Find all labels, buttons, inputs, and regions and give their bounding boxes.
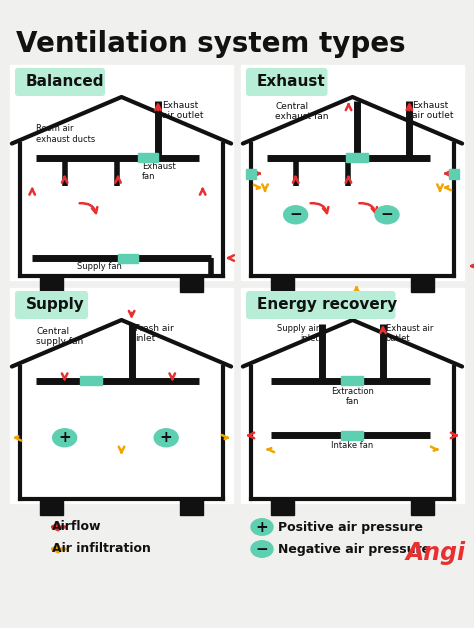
Text: +: + — [160, 430, 173, 445]
Bar — [271, 276, 293, 292]
Bar — [80, 376, 102, 385]
Text: Central
exhaust fan: Central exhaust fan — [275, 102, 329, 121]
Bar — [138, 153, 158, 162]
Ellipse shape — [375, 206, 399, 224]
Bar — [181, 499, 203, 515]
Bar — [40, 499, 63, 515]
Text: Air infiltration: Air infiltration — [52, 543, 151, 556]
Text: Central
supply fan: Central supply fan — [36, 327, 83, 346]
Text: Supply fan: Supply fan — [77, 262, 122, 271]
FancyBboxPatch shape — [246, 291, 395, 319]
Bar — [411, 276, 434, 292]
FancyBboxPatch shape — [15, 68, 105, 96]
Text: Energy recovery: Energy recovery — [257, 298, 397, 313]
Text: Exhaust
air outlet: Exhaust air outlet — [412, 101, 454, 121]
Bar — [271, 499, 293, 515]
Text: Extraction
fan: Extraction fan — [331, 387, 374, 406]
Text: Room air
exhaust ducts: Room air exhaust ducts — [36, 124, 95, 144]
Text: Positive air pressure: Positive air pressure — [278, 521, 423, 534]
Text: Fresh air
inlet: Fresh air inlet — [135, 324, 173, 344]
Ellipse shape — [251, 519, 273, 535]
Bar — [411, 499, 434, 515]
Bar — [181, 276, 203, 292]
Ellipse shape — [283, 206, 308, 224]
Text: Angi: Angi — [406, 541, 466, 565]
Bar — [10, 288, 233, 503]
Text: Airflow: Airflow — [52, 521, 101, 534]
Text: Intake fan: Intake fan — [331, 441, 374, 450]
Bar — [449, 168, 459, 178]
Text: Ventilation system types: Ventilation system types — [16, 30, 406, 58]
Bar — [40, 276, 63, 292]
Text: Supply air
inlet: Supply air inlet — [277, 324, 319, 344]
Ellipse shape — [251, 541, 273, 557]
Ellipse shape — [53, 429, 77, 447]
Text: Exhaust: Exhaust — [257, 75, 326, 90]
Bar — [246, 168, 256, 178]
Text: Negative air pressure: Negative air pressure — [278, 543, 430, 556]
Bar — [346, 153, 367, 162]
Text: +: + — [58, 430, 71, 445]
Text: −: − — [255, 541, 268, 556]
Bar — [241, 288, 464, 503]
Bar — [341, 431, 364, 440]
Text: Exhaust air
outlet: Exhaust air outlet — [386, 324, 433, 344]
Text: +: + — [255, 519, 268, 534]
Text: −: − — [289, 207, 302, 222]
Bar — [118, 254, 137, 263]
Text: Exhaust
air outlet: Exhaust air outlet — [162, 101, 203, 121]
FancyBboxPatch shape — [15, 291, 88, 319]
Bar — [10, 65, 233, 280]
Text: Exhaust
fan: Exhaust fan — [142, 161, 175, 181]
Text: Supply: Supply — [26, 298, 85, 313]
Bar — [241, 65, 464, 280]
FancyBboxPatch shape — [246, 68, 328, 96]
Text: Balanced: Balanced — [26, 75, 104, 90]
Ellipse shape — [154, 429, 178, 447]
Text: −: − — [381, 207, 393, 222]
Bar — [341, 376, 364, 385]
